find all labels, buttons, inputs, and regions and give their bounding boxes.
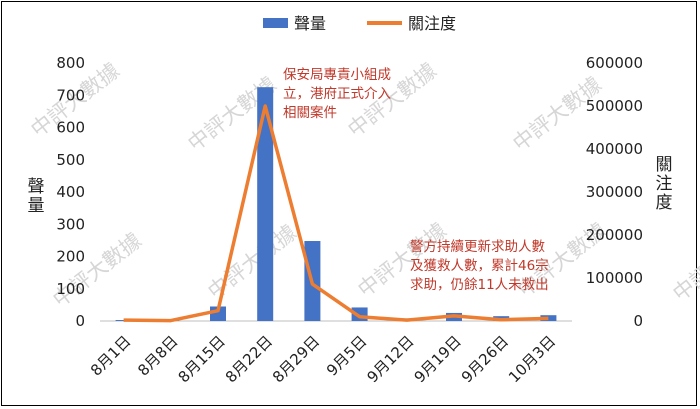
left-tick-label: 800 xyxy=(56,54,85,72)
x-tick-label: 8月22日 xyxy=(222,332,276,386)
left-tick-label: 200 xyxy=(56,248,85,266)
axis-titles: 聲量 關注度 xyxy=(28,155,673,216)
left-tick-label: 700 xyxy=(56,86,85,104)
right-axis-title: 關注度 xyxy=(656,155,673,213)
annotation-text: 保安局專責小組成立，港府正式介入相關案件 xyxy=(283,67,391,121)
left-tick-label: 500 xyxy=(56,151,85,169)
x-tick-label: 10月3日 xyxy=(505,332,559,386)
line-path xyxy=(123,104,549,323)
left-tick-label: 0 xyxy=(75,312,85,330)
annotations: 保安局專責小組成立，港府正式介入相關案件警方持續更新求助人數及獲救人數，累計46… xyxy=(283,67,549,293)
x-tick-label: 9月19日 xyxy=(411,332,465,386)
bar xyxy=(257,87,274,321)
bar xyxy=(540,315,557,321)
left-tick-label: 300 xyxy=(56,215,85,233)
x-tick-label: 8月29日 xyxy=(269,332,323,386)
legend-label-bar: 聲量 xyxy=(294,14,326,33)
line-series xyxy=(123,104,549,323)
annotation-text: 警方持續更新求助人數及獲救人數，累計46宗求助，仍餘11人未救出 xyxy=(410,239,549,293)
right-tick-label: 500000 xyxy=(586,97,643,115)
left-axis-title: 聲量 xyxy=(28,177,45,216)
watermark-text: 中評大數據 xyxy=(668,222,700,306)
right-tick-label: 400000 xyxy=(586,140,643,158)
x-tick-label: 8月1日 xyxy=(87,332,134,379)
watermark-text: 中評大數據 xyxy=(48,228,146,312)
left-tick-label: 100 xyxy=(56,280,85,298)
right-axis-ticks: 0 100000 200000 300000 400000 500000 600000 xyxy=(586,54,643,330)
right-tick-label: 100000 xyxy=(586,269,643,287)
right-tick-label: 600000 xyxy=(586,54,643,72)
right-tick-label: 0 xyxy=(633,312,643,330)
left-tick-label: 600 xyxy=(56,119,85,137)
right-tick-label: 200000 xyxy=(586,226,643,244)
x-tick-label: 9月26日 xyxy=(458,332,512,386)
legend: 聲量 關注度 xyxy=(263,14,456,33)
left-axis-ticks: 0 100 200 300 400 500 600 700 800 xyxy=(56,54,85,330)
right-tick-label: 300000 xyxy=(586,183,643,201)
legend-label-line: 關注度 xyxy=(408,14,456,33)
legend-swatch-bar xyxy=(263,18,288,28)
x-tick-label: 9月12日 xyxy=(363,332,417,386)
watermark-text: 中評大數據 xyxy=(203,220,301,304)
x-tick-label: 8月15日 xyxy=(175,332,229,386)
left-tick-label: 400 xyxy=(56,183,85,201)
